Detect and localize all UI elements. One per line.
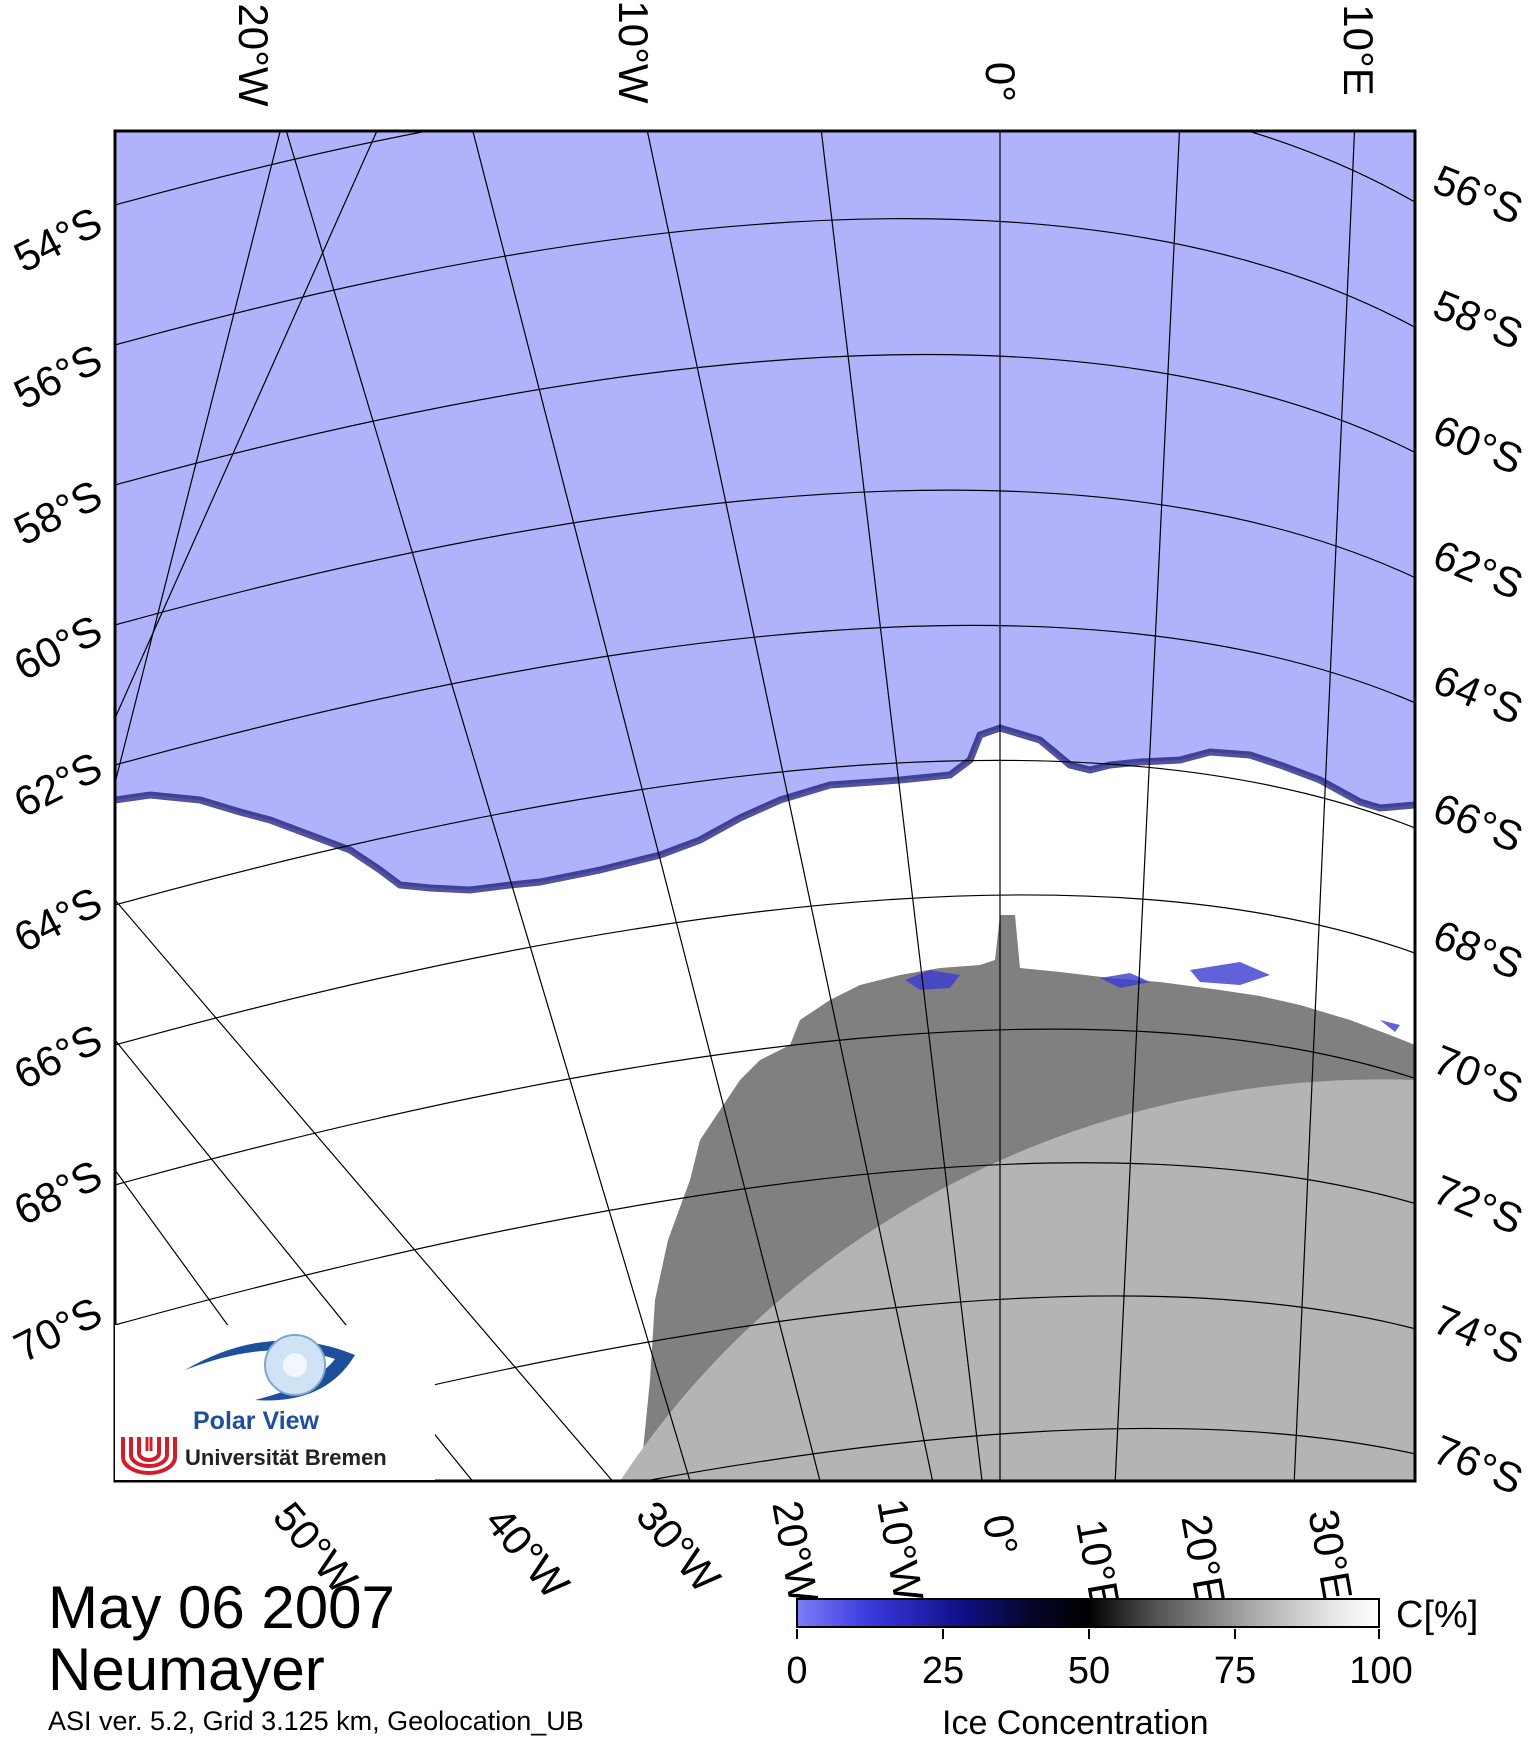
meridian-line [115,131,378,720]
eye-globe-icon [185,1334,355,1401]
colorbar-tick-label: 0 [786,1650,808,1692]
colorbar-tick-label: 25 [921,1650,965,1692]
meridian-line [285,131,691,1481]
parallel-line [115,218,1415,346]
logo-university-name: Universität Bremen [185,1445,387,1470]
parallel-line [115,131,1415,206]
top-lon-label: 0° [977,61,1024,103]
parallel-line [115,1162,1415,1326]
colorbar-tick-label: 50 [1067,1650,1111,1692]
colorbar-tick [1378,1629,1380,1639]
meridian-line [472,131,821,1481]
top-lon-label: 20°W [230,3,277,107]
meridian-line [646,131,934,1481]
meridian-line [115,899,614,1481]
station-name: Neumayer [48,1636,325,1703]
map-frame [113,129,1417,1483]
polar-view-logo: Polar View Universität Bremen [115,1325,435,1480]
logo-project-name: Polar View [193,1407,319,1435]
ice-concentration-colorbar [796,1598,1380,1628]
meridian-line [1293,131,1356,1481]
colorbar-tick-label: 75 [1213,1650,1257,1692]
top-lon-label: 10°E [1335,4,1382,96]
meridian-line [115,131,281,786]
colorbar-tick [1088,1629,1090,1639]
university-bremen-icon [117,1433,181,1477]
colorbar-tick [796,1629,798,1639]
colorbar-tick [1234,1629,1236,1639]
parallel-line [115,624,1415,766]
parallel-line [115,894,1415,1046]
colorbar-tick [942,1629,944,1639]
bottom-lon-label: 0° [973,1511,1028,1559]
algorithm-note: ASI ver. 5.2, Grid 3.125 km, Geolocation… [48,1706,584,1736]
meridian-line [1114,131,1181,1481]
ice-edge-shading [115,724,1415,894]
land [620,1079,1415,1481]
top-lon-label: 10°W [610,0,657,104]
meridian-line [820,131,983,1481]
parallel-line [641,1427,1415,1481]
map-date: May 06 2007 [48,1574,395,1641]
graticule [115,131,1415,1481]
colorbar-unit: C[%] [1396,1594,1479,1636]
colorbar-tick-label: 100 [1349,1650,1413,1692]
parallel-line [115,353,1415,486]
colorbar-title: Ice Concentration [942,1704,1209,1742]
parallel-line [115,759,1415,906]
parallel-line [115,489,1415,626]
parallel-line [115,1028,1415,1186]
